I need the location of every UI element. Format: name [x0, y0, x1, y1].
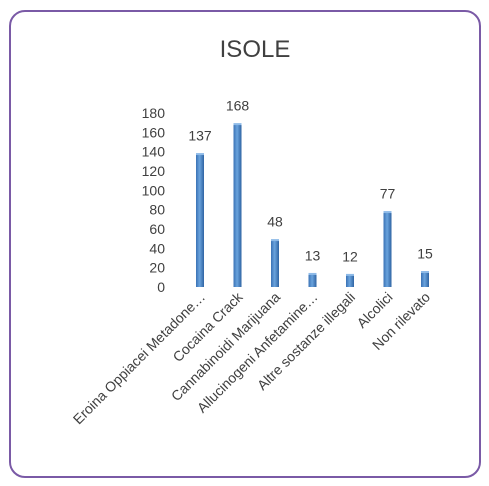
bar-top — [308, 272, 317, 275]
y-tick-label: 20 — [149, 260, 165, 276]
y-tick-label: 140 — [142, 144, 166, 160]
y-axis: 0 20 40 60 80 100 120 140 160 180 — [142, 105, 166, 295]
y-tick-label: 40 — [149, 240, 165, 256]
y-tick-label: 100 — [142, 182, 166, 198]
bar-top — [383, 211, 392, 214]
bar — [346, 275, 354, 287]
y-tick-label: 160 — [142, 124, 166, 140]
bar — [383, 212, 392, 287]
data-label: 77 — [380, 186, 396, 202]
y-tick-label: 0 — [157, 279, 165, 295]
bars — [196, 123, 429, 287]
data-label: 168 — [226, 98, 250, 114]
bar-top — [233, 123, 242, 126]
chart-frame — [9, 10, 481, 478]
bar — [196, 154, 204, 287]
data-label: 15 — [417, 246, 433, 262]
bar-top — [196, 153, 204, 156]
bar-top — [346, 273, 354, 276]
bar — [308, 274, 317, 287]
y-tick-label: 120 — [142, 163, 166, 179]
data-labels: 137 168 48 13 12 77 15 — [188, 98, 433, 265]
data-label: 13 — [305, 247, 321, 263]
bar-top — [421, 271, 429, 273]
x-axis: Eroina Oppiacei Metadone…Cocaina CrackCa… — [70, 288, 434, 427]
bar — [233, 124, 242, 287]
chart-title: ISOLE — [220, 36, 291, 63]
bar-top — [271, 239, 279, 242]
bar — [421, 272, 429, 287]
data-label: 137 — [188, 128, 212, 144]
y-tick-label: 60 — [149, 221, 165, 237]
bar — [271, 240, 279, 287]
y-tick-label: 180 — [142, 105, 166, 121]
y-tick-label: 80 — [149, 202, 165, 218]
data-label: 48 — [267, 214, 283, 230]
data-label: 12 — [342, 248, 358, 264]
